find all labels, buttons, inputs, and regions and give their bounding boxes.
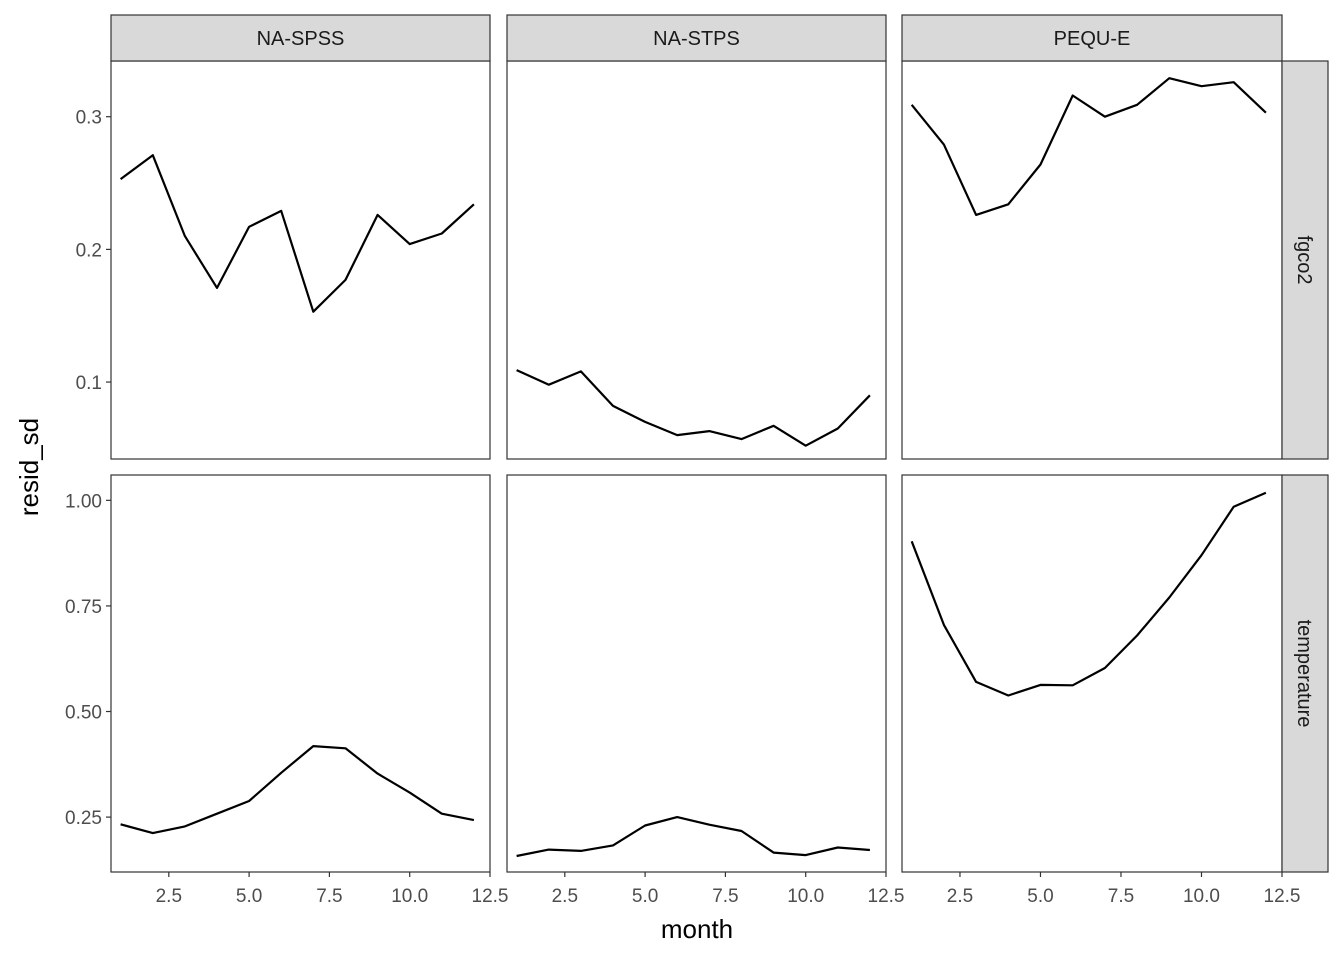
x-tick-label-na-spss: 7.5 [316, 886, 342, 907]
series-line-na-spss-fgco2 [119, 154, 475, 313]
series-line-na-stps-temperature [516, 815, 870, 858]
strip-pequ-e: PEQU-E [901, 14, 1283, 62]
strip-background [110, 14, 491, 62]
x-tick-label-na-spss: 12.5 [472, 886, 509, 907]
panel-na-stps-temperature [506, 474, 887, 873]
panel-na-spss-temperature [110, 474, 491, 873]
x-axis-title: month [661, 914, 733, 944]
y-axis-title: resid_sd [14, 418, 44, 516]
x-tick-label-pequ-e: 12.5 [1264, 886, 1301, 907]
panel-pequ-e-fgco2 [901, 60, 1283, 460]
y-tick-label-temperature: 1.00 [65, 491, 102, 512]
panels-layer [110, 60, 1283, 873]
panel-na-spss-fgco2 [110, 60, 491, 460]
x-tick-label-na-stps: 7.5 [712, 886, 738, 907]
x-tick-label-na-stps: 5.0 [632, 886, 658, 907]
strip-label-na-stps: NA-STPS [653, 28, 740, 50]
strips-layer: NA-SPSS NA-STPS PEQU-E fgco2 temperature [110, 14, 1329, 873]
x-tick-label-na-stps: 2.5 [552, 886, 578, 907]
x-tick-label-pequ-e: 10.0 [1183, 886, 1220, 907]
strip-label-na-spss: NA-SPSS [257, 28, 345, 50]
y-tick-label-fgco2: 0.3 [76, 108, 102, 129]
x-tick-label-pequ-e: 7.5 [1108, 886, 1134, 907]
x-tick-label-na-spss: 10.0 [391, 886, 428, 907]
series-line-pequ-e-temperature [910, 491, 1267, 697]
panel-na-stps-fgco2 [506, 60, 887, 460]
strip-na-spss: NA-SPSS [110, 14, 491, 62]
strip-background [901, 14, 1283, 62]
series-line-pequ-e-fgco2 [910, 77, 1267, 216]
x-tick-label-na-spss: 2.5 [156, 886, 182, 907]
strip-fgco2: fgco2 [1281, 60, 1329, 460]
strip-background [506, 14, 887, 62]
y-tick-label-temperature: 0.75 [65, 597, 102, 618]
axes-layer: 0.1 0.2 0.3 0.25 0.50 0.75 1.00 2.5 5.0 7.5 10.0 12… [65, 108, 1300, 907]
strip-background [1281, 60, 1329, 460]
y-tick-label-fgco2: 0.1 [76, 373, 102, 394]
strip-temperature: temperature [1281, 474, 1329, 873]
strip-background [1281, 474, 1329, 873]
y-tick-label-fgco2: 0.2 [76, 240, 102, 261]
strip-label-temperature: temperature [1293, 620, 1315, 728]
strip-label-fgco2: fgco2 [1293, 236, 1315, 285]
strip-na-stps: NA-STPS [506, 14, 887, 62]
series-line-na-spss-temperature [120, 744, 475, 835]
x-tick-label-na-spss: 5.0 [236, 886, 262, 907]
x-tick-label-pequ-e: 5.0 [1027, 886, 1053, 907]
series-line-na-stps-fgco2 [516, 369, 871, 447]
x-tick-label-pequ-e: 2.5 [947, 886, 973, 907]
y-tick-label-temperature: 0.25 [65, 808, 102, 829]
panel-pequ-e-temperature [901, 474, 1283, 873]
y-tick-label-temperature: 0.50 [65, 703, 102, 724]
strip-label-pequ-e: PEQU-E [1054, 28, 1131, 50]
x-tick-label-na-stps: 12.5 [868, 886, 905, 907]
x-tick-label-na-stps: 10.0 [787, 886, 824, 907]
